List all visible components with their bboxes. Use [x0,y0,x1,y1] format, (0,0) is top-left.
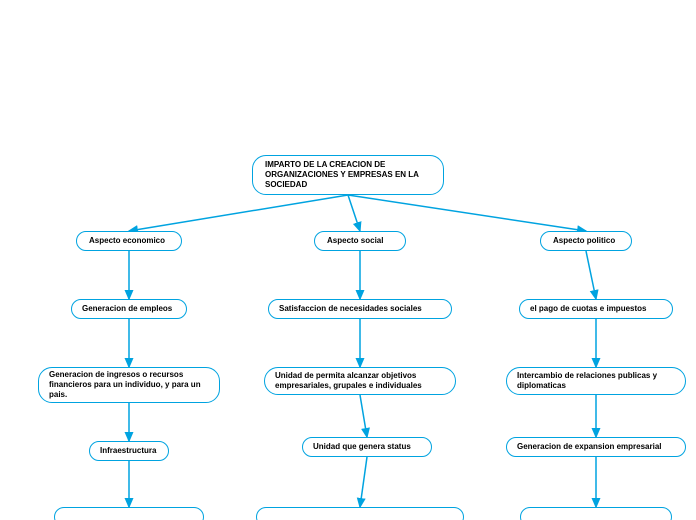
node-s1: Satisfaccion de necesidades sociales [268,299,452,319]
node-label: Aspecto economico [89,236,165,246]
node-e1: Generacion de empleos [71,299,187,319]
node-label: Unidad de permita alcanzar objetivos emp… [275,371,445,391]
node-econ: Aspecto economico [76,231,182,251]
node-s4 [256,507,464,520]
node-label: Unidad que genera status [313,442,411,452]
node-label: Generacion de empleos [82,304,172,314]
node-label: IMPARTO DE LA CREACION DE ORGANIZACIONES… [265,160,431,190]
node-p3: Generacion de expansion empresarial [506,437,686,457]
edge-root-soc [348,195,360,231]
node-p4 [520,507,672,520]
node-e4 [54,507,204,520]
node-label: Intercambio de relaciones publicas y dip… [517,371,675,391]
node-label: Generacion de expansion empresarial [517,442,662,452]
edge-s3-s4 [360,457,367,507]
node-e2: Generacion de ingresos o recursos financ… [38,367,220,403]
edge-root-econ [129,195,348,231]
edge-pol-p1 [586,251,596,299]
node-pol: Aspecto politico [540,231,632,251]
node-s2: Unidad de permita alcanzar objetivos emp… [264,367,456,395]
node-p2: Intercambio de relaciones publicas y dip… [506,367,686,395]
node-p1: el pago de cuotas e impuestos [519,299,673,319]
node-label: Aspecto social [327,236,383,246]
node-s3: Unidad que genera status [302,437,432,457]
edge-root-pol [348,195,586,231]
node-soc: Aspecto social [314,231,406,251]
node-label: Generacion de ingresos o recursos financ… [49,370,209,400]
edge-s2-s3 [360,395,367,437]
node-label: Aspecto politico [553,236,615,246]
node-e3: Infraestructura [89,441,169,461]
node-root: IMPARTO DE LA CREACION DE ORGANIZACIONES… [252,155,444,195]
node-label: el pago de cuotas e impuestos [530,304,646,314]
node-label: Satisfaccion de necesidades sociales [279,304,422,314]
node-label: Infraestructura [100,446,156,456]
